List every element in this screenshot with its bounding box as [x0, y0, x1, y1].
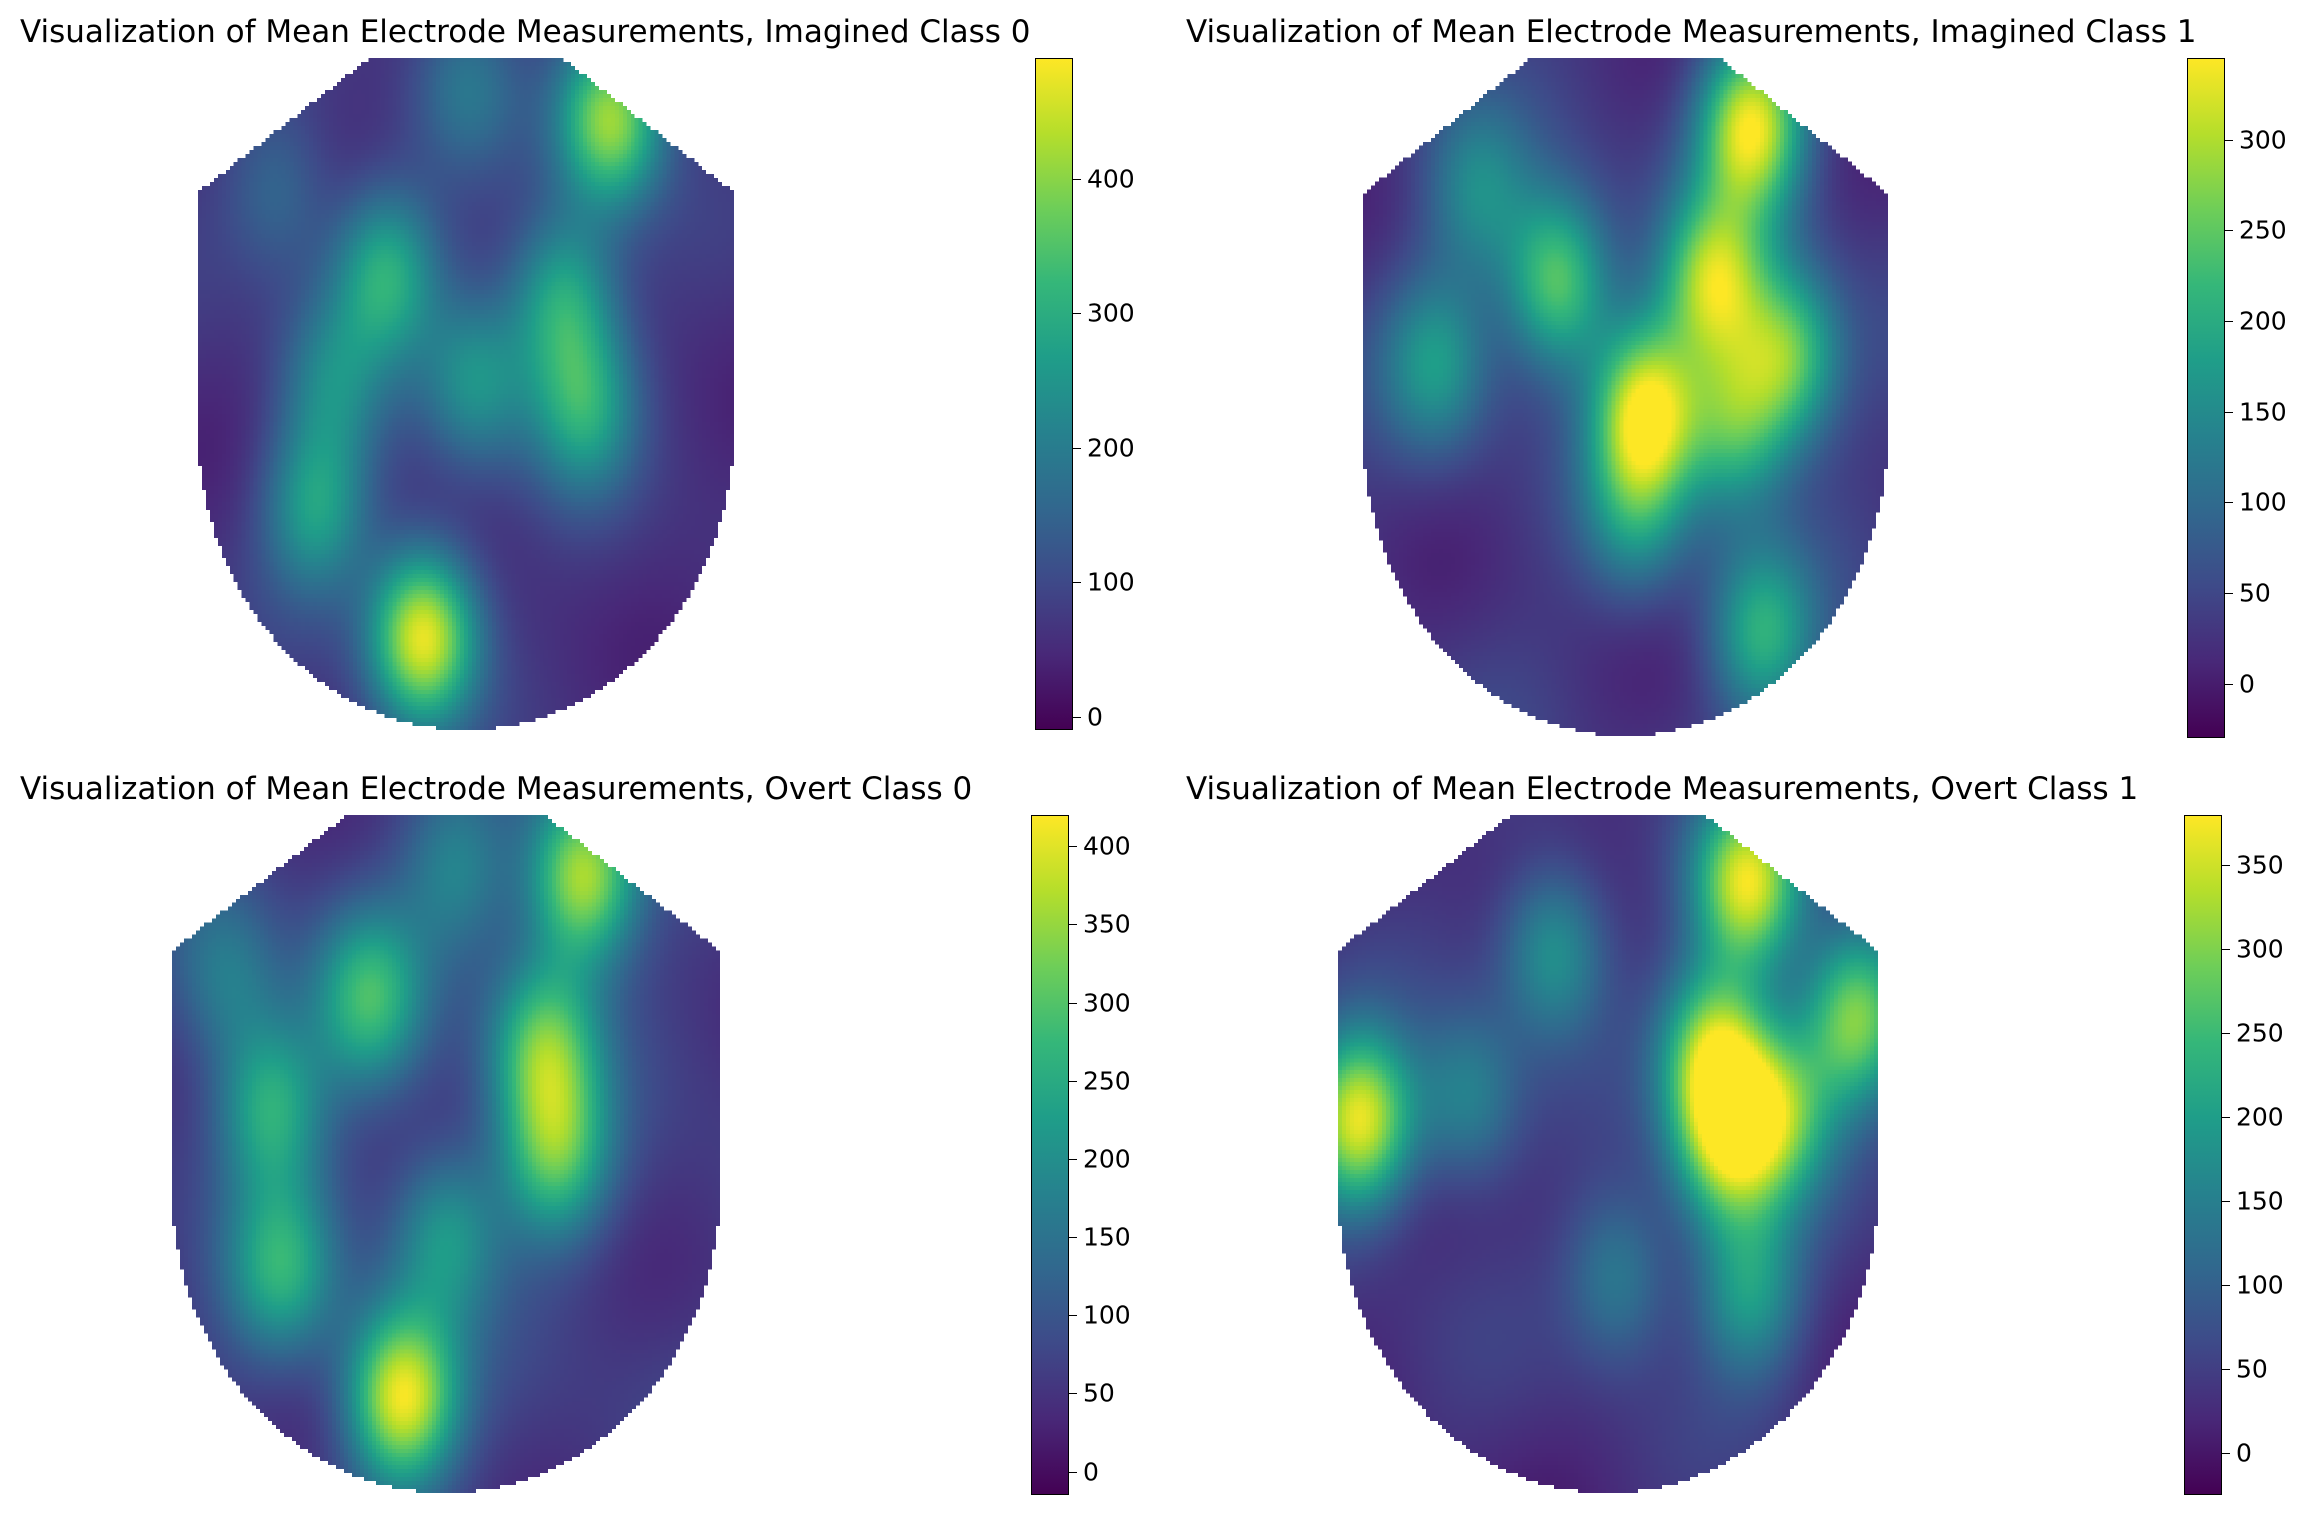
colorbar-tick-label: 200: [1083, 1144, 1131, 1174]
colorbar-tick: [1069, 1393, 1077, 1395]
colorbar-tick-label: 200: [2239, 306, 2287, 336]
colorbar-tick-label: 50: [2239, 578, 2271, 608]
colorbar-tick-label: 300: [1083, 988, 1131, 1018]
colorbar-tick: [1073, 716, 1081, 718]
colorbar-tick-label: 150: [2236, 1186, 2284, 1216]
colorbar-tick: [2222, 1453, 2230, 1455]
colorbar-tick-label: 100: [1083, 1300, 1131, 1330]
colorbar-tick-label: 200: [1087, 433, 1135, 463]
chart-title: Visualization of Mean Electrode Measurem…: [20, 14, 1031, 50]
heatmap-image: [172, 815, 720, 1493]
colorbar-gradient: [1035, 58, 1073, 730]
colorbar-tick: [1073, 313, 1081, 315]
colorbar-tick-label: 0: [2239, 669, 2255, 699]
colorbar-tick: [2225, 683, 2233, 685]
heatmap-image: [1363, 58, 1888, 736]
colorbar-tick: [2222, 1117, 2230, 1119]
colorbar-tick-label: 250: [2239, 215, 2287, 245]
colorbar-gradient: [2187, 58, 2225, 738]
colorbar-tick: [1069, 1080, 1077, 1082]
colorbar-tick-label: 250: [2236, 1018, 2284, 1048]
colorbar-tick-label: 150: [2239, 397, 2287, 427]
colorbar-tick-label: 300: [1087, 298, 1135, 328]
colorbar-tick: [1073, 178, 1081, 180]
colorbar-tick: [2225, 320, 2233, 322]
colorbar-tick: [1069, 846, 1077, 848]
heatmap-image: [198, 58, 734, 730]
colorbar-tick-label: 350: [1083, 909, 1131, 939]
colorbar-tick-label: 150: [1083, 1222, 1131, 1252]
colorbar-tick: [1069, 924, 1077, 926]
colorbar-tick: [2222, 865, 2230, 867]
colorbar-tick-label: 50: [1083, 1378, 1115, 1408]
colorbar-tick-label: 0: [1083, 1457, 1099, 1487]
colorbar-tick: [2225, 411, 2233, 413]
chart-title: Visualization of Mean Electrode Measurem…: [1186, 771, 2139, 807]
colorbar-tick: [1073, 582, 1081, 584]
colorbar-gradient: [1031, 815, 1069, 1495]
colorbar-tick: [1069, 1158, 1077, 1160]
colorbar-tick: [2225, 139, 2233, 141]
colorbar-tick-label: 100: [2239, 487, 2287, 517]
colorbar-tick: [2225, 230, 2233, 232]
colorbar-tick-label: 100: [1087, 567, 1135, 597]
colorbar-tick: [1069, 1315, 1077, 1317]
colorbar-tick-label: 300: [2239, 125, 2287, 155]
heatmap-image: [1338, 815, 1878, 1493]
colorbar-tick-label: 400: [1087, 164, 1135, 194]
colorbar-tick-label: 100: [2236, 1270, 2284, 1300]
colorbar-tick-label: 0: [2236, 1438, 2252, 1468]
colorbar-tick: [1069, 1237, 1077, 1239]
colorbar-tick-label: 250: [1083, 1066, 1131, 1096]
colorbar-gradient: [2184, 815, 2222, 1495]
colorbar-tick-label: 200: [2236, 1102, 2284, 1132]
colorbar-tick: [2222, 1201, 2230, 1203]
colorbar-tick: [1069, 1471, 1077, 1473]
colorbar-tick: [2222, 1369, 2230, 1371]
colorbar-tick: [2222, 949, 2230, 951]
colorbar-tick: [2225, 502, 2233, 504]
colorbar-tick: [2222, 1033, 2230, 1035]
colorbar-tick-label: 350: [2236, 850, 2284, 880]
colorbar-tick: [2225, 592, 2233, 594]
colorbar-tick-label: 300: [2236, 934, 2284, 964]
colorbar-tick: [2222, 1285, 2230, 1287]
chart-title: Visualization of Mean Electrode Measurem…: [20, 771, 973, 807]
colorbar-tick-label: 0: [1087, 702, 1103, 732]
colorbar-tick: [1073, 447, 1081, 449]
chart-title: Visualization of Mean Electrode Measurem…: [1186, 14, 2197, 50]
colorbar-tick-label: 50: [2236, 1354, 2268, 1384]
colorbar-tick-label: 400: [1083, 831, 1131, 861]
colorbar-tick: [1069, 1002, 1077, 1004]
